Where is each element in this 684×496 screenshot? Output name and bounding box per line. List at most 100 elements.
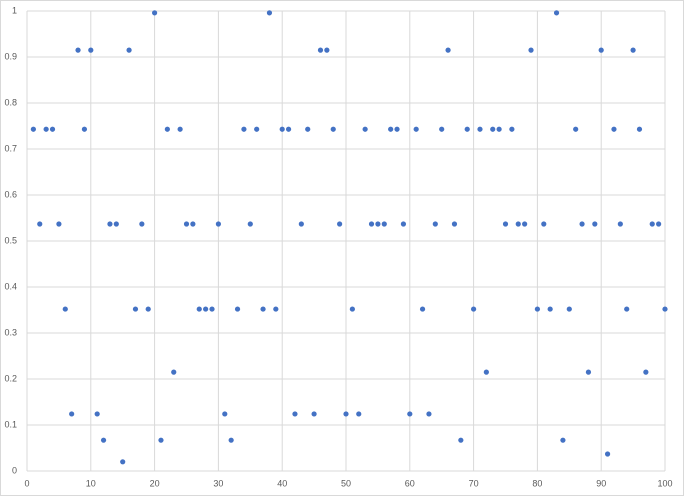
point: [611, 126, 617, 132]
point: [419, 306, 426, 312]
point: [630, 47, 636, 53]
point: [451, 221, 458, 227]
point: [598, 47, 604, 53]
point: [362, 126, 368, 132]
point: [158, 437, 164, 443]
x-tick-label: 40: [277, 478, 287, 488]
point: [528, 47, 534, 53]
point: [285, 126, 292, 132]
point: [432, 221, 438, 227]
point: [624, 306, 630, 312]
y-tick-label: 1: [12, 5, 17, 15]
point: [400, 221, 407, 227]
point: [37, 221, 43, 227]
point: [381, 221, 387, 227]
point: [107, 221, 113, 227]
point: [662, 306, 668, 312]
point: [113, 221, 119, 227]
point: [196, 306, 202, 312]
point: [477, 126, 483, 132]
point: [573, 126, 579, 132]
point: [579, 221, 585, 227]
x-tick-label: 100: [657, 478, 672, 488]
point: [388, 126, 394, 132]
point: [330, 126, 336, 132]
point: [592, 221, 598, 227]
point: [305, 126, 311, 132]
point: [604, 451, 611, 457]
point: [566, 306, 572, 312]
y-tick-label: 0.3: [4, 327, 17, 337]
y-tick-label: 0: [12, 465, 17, 475]
point: [43, 126, 49, 132]
point: [88, 47, 94, 53]
x-tick-label: 80: [532, 478, 542, 488]
point: [515, 221, 521, 227]
y-tick-label: 0.1: [4, 419, 17, 429]
point: [439, 126, 445, 132]
point: [394, 126, 400, 132]
point: [471, 306, 477, 312]
point: [337, 221, 343, 227]
point: [190, 221, 196, 227]
point: [483, 369, 489, 375]
point: [617, 221, 623, 227]
point: [585, 369, 592, 375]
x-tick-label: 50: [341, 478, 351, 488]
point: [241, 126, 247, 132]
point: [139, 221, 145, 227]
point: [75, 47, 81, 53]
point: [643, 369, 649, 375]
point: [145, 306, 151, 312]
point: [317, 47, 324, 53]
point: [349, 306, 355, 312]
y-tick-label: 0.4: [4, 281, 17, 291]
point: [413, 126, 419, 132]
point: [81, 126, 88, 132]
point: [445, 47, 451, 53]
point: [69, 411, 75, 417]
x-tick-label: 90: [596, 478, 606, 488]
point: [100, 437, 107, 443]
point: [94, 411, 100, 417]
x-tick-label: 70: [469, 478, 479, 488]
point: [49, 126, 56, 132]
point: [292, 411, 298, 417]
point: [177, 126, 183, 132]
y-tick-label: 0.8: [4, 97, 17, 107]
point: [464, 126, 470, 132]
y-tick-label: 0.2: [4, 373, 17, 383]
point: [222, 411, 228, 417]
point: [375, 221, 381, 227]
point: [496, 126, 502, 132]
point: [509, 126, 515, 132]
point: [164, 126, 170, 132]
point: [407, 411, 413, 417]
point: [426, 411, 432, 417]
x-tick-label: 30: [213, 478, 223, 488]
point: [260, 306, 266, 312]
point: [541, 221, 547, 227]
point: [152, 10, 158, 16]
point: [458, 437, 464, 443]
x-tick-label: 10: [86, 478, 96, 488]
point: [215, 221, 221, 227]
point: [547, 306, 553, 312]
point: [273, 306, 279, 312]
y-tick-label: 0.5: [4, 235, 17, 245]
point: [56, 221, 62, 227]
point: [247, 221, 253, 227]
point: [183, 221, 190, 227]
point: [522, 221, 528, 227]
point: [126, 47, 132, 53]
point: [356, 411, 362, 417]
point: [490, 126, 496, 132]
point: [266, 10, 273, 16]
point: [298, 221, 304, 227]
point: [343, 411, 349, 417]
x-tick-label: 0: [24, 478, 29, 488]
point: [649, 221, 655, 227]
point: [553, 10, 560, 16]
